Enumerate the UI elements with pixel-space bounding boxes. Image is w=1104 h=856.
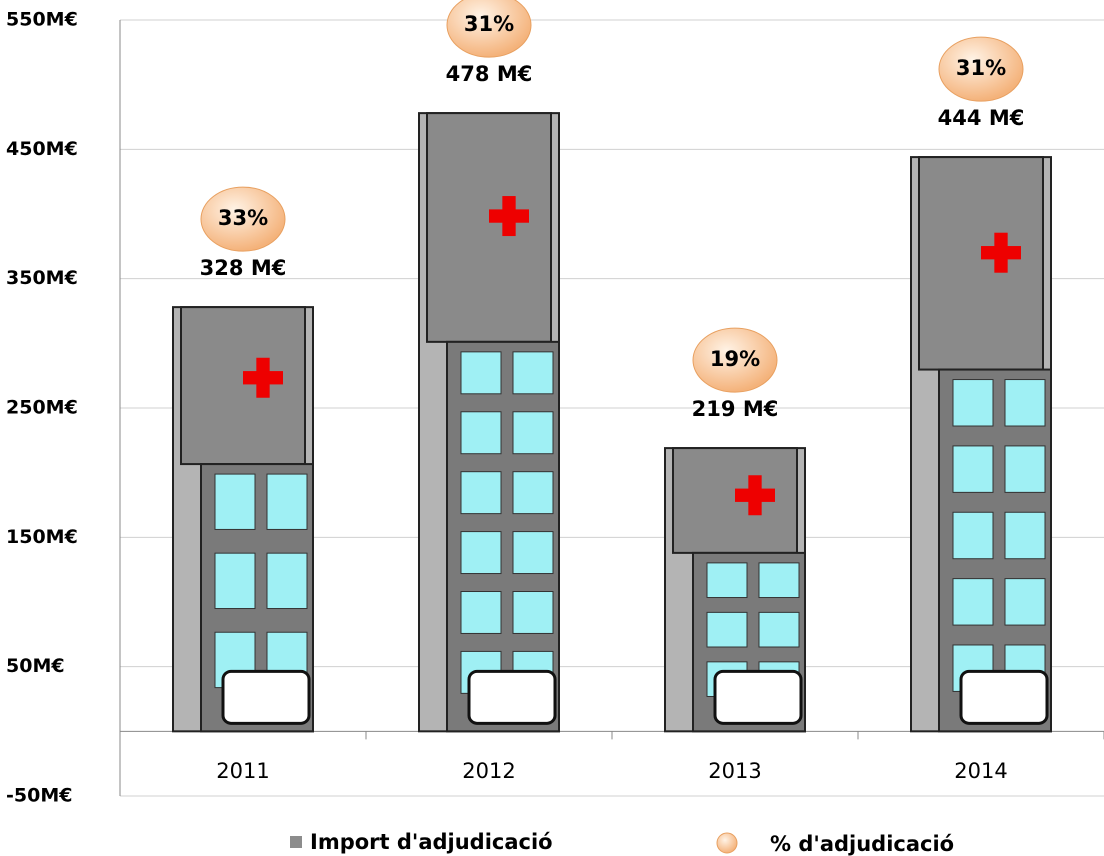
window — [706, 611, 748, 648]
x-tick-label: 2013 — [708, 759, 761, 783]
window — [952, 379, 994, 427]
percent-marker — [938, 36, 1024, 102]
y-tick-label: 250M€ — [6, 397, 78, 419]
window — [512, 531, 554, 575]
y-tick-label: 350M€ — [6, 267, 78, 289]
window — [1004, 578, 1046, 626]
window — [266, 552, 308, 610]
window — [512, 411, 554, 455]
window — [758, 611, 800, 648]
window — [460, 411, 502, 455]
legend-swatch — [290, 836, 302, 848]
window — [512, 591, 554, 634]
y-tick-label: 550M€ — [6, 9, 78, 31]
window — [214, 552, 256, 610]
y-tick-label: -50M€ — [6, 785, 72, 807]
ambulance — [959, 669, 1049, 725]
percent-marker — [446, 0, 532, 58]
percent-label: 19% — [710, 347, 760, 371]
window — [512, 471, 554, 515]
building-tower — [672, 447, 798, 554]
percent-label: 31% — [956, 56, 1006, 80]
window — [952, 445, 994, 493]
window — [758, 562, 800, 599]
window — [706, 562, 748, 599]
cross — [735, 488, 775, 502]
window — [214, 473, 256, 530]
building-tower — [426, 112, 552, 343]
value-label: 478 M€ — [446, 62, 533, 86]
building-tower — [180, 306, 306, 466]
legend-swatch — [716, 832, 738, 854]
value-label: 328 M€ — [200, 256, 287, 280]
percent-marker — [200, 186, 286, 252]
x-tick-label: 2014 — [954, 759, 1007, 783]
x-tick-label: 2012 — [462, 759, 515, 783]
ambulance — [467, 669, 557, 725]
y-tick-label: 50M€ — [6, 655, 65, 677]
legend-label: Import d'adjudicació — [310, 830, 553, 854]
cross — [243, 371, 283, 385]
window — [266, 473, 308, 530]
window — [952, 511, 994, 560]
window — [952, 578, 994, 626]
x-tick-label: 2011 — [216, 759, 269, 783]
value-label: 219 M€ — [692, 397, 779, 421]
window — [460, 471, 502, 515]
y-tick-label: 150M€ — [6, 526, 78, 548]
building-tower — [918, 156, 1044, 371]
percent-marker — [692, 327, 778, 393]
y-tick-label: 450M€ — [6, 138, 78, 160]
percent-label: 33% — [218, 206, 268, 230]
legend-label: % d'adjudicació — [770, 832, 954, 856]
cross — [489, 209, 529, 223]
window — [1004, 379, 1046, 427]
ambulance — [713, 669, 803, 725]
cross — [981, 246, 1021, 260]
window — [1004, 511, 1046, 560]
window — [512, 351, 554, 395]
value-label: 444 M€ — [938, 106, 1025, 130]
percent-label: 31% — [464, 12, 514, 36]
ambulance — [221, 669, 311, 725]
window — [460, 351, 502, 395]
window — [460, 591, 502, 634]
window — [1004, 445, 1046, 493]
window — [460, 531, 502, 575]
